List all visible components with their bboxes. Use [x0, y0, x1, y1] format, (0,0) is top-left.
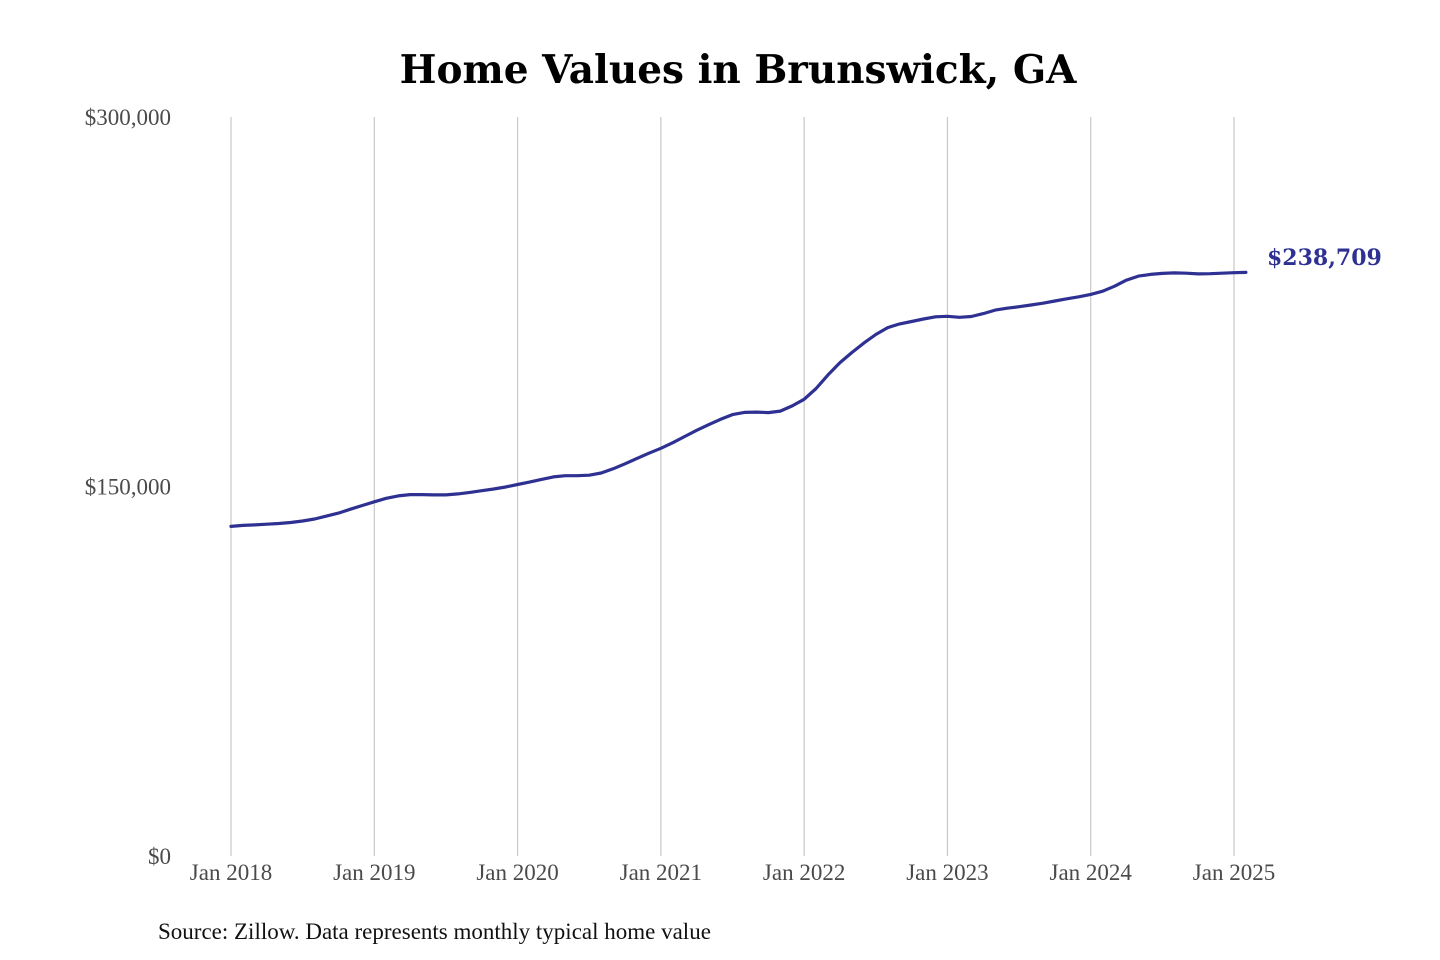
vertical-gridlines: [230, 117, 1235, 856]
x-tick-label: Jan 2018: [190, 860, 272, 885]
x-tick-label: Jan 2020: [476, 860, 558, 885]
y-axis: $0 $150,000 $300,000: [85, 105, 171, 869]
y-tick-label: $300,000: [85, 105, 171, 130]
x-tick-label: Jan 2024: [1050, 860, 1133, 885]
chart-title: Home Values in Brunswick, GA: [400, 47, 1078, 93]
x-axis: Jan 2018 Jan 2019 Jan 2020 Jan 2021 Jan 2022…: [190, 860, 1275, 885]
source-note: Source: Zillow. Data represents monthly …: [158, 919, 711, 944]
y-tick-label: $150,000: [85, 475, 171, 500]
home-value-series-line: [229, 270, 1248, 528]
x-tick-label: Jan 2022: [763, 860, 845, 885]
x-tick-label: Jan 2021: [620, 860, 702, 885]
x-tick-label: Jan 2019: [333, 860, 415, 885]
y-tick-label: $0: [148, 844, 171, 869]
latest-value-label: $238,709: [1267, 245, 1382, 271]
x-tick-label: Jan 2023: [906, 860, 988, 885]
x-tick-label: Jan 2025: [1193, 860, 1275, 885]
